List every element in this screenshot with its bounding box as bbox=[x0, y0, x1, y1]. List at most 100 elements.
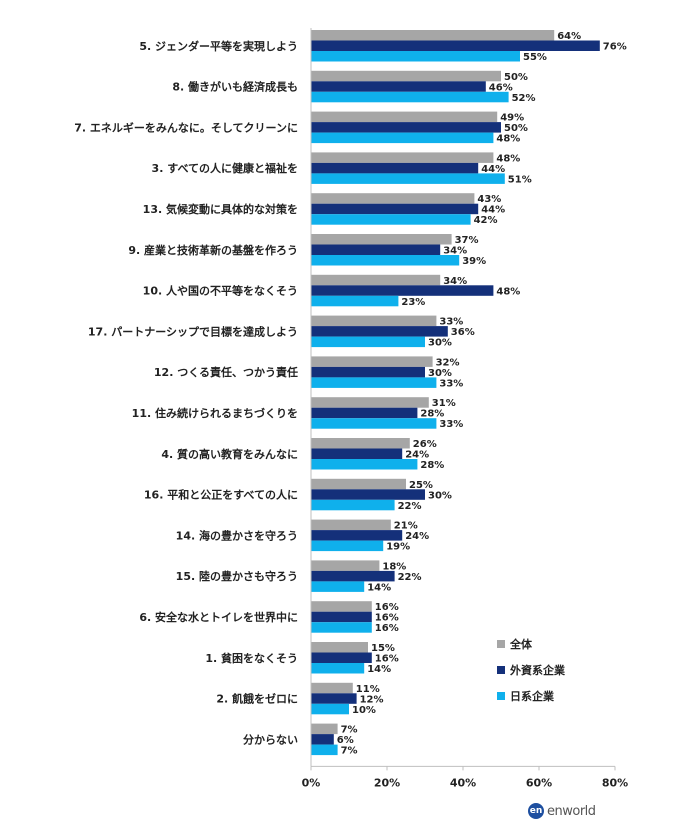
legend-label-japanese: 日系企業 bbox=[510, 690, 554, 703]
data-label: 22% bbox=[398, 501, 422, 512]
legend-item-foreign: 外資系企業 bbox=[497, 657, 565, 683]
category-label: 5. ジェンダー平等を実現しよう bbox=[139, 39, 298, 53]
category-label: 17. パートナーシップで目標を達成しよう bbox=[88, 324, 298, 338]
bar bbox=[311, 693, 357, 704]
bar bbox=[311, 744, 338, 756]
category-label: 2. 飢餓をゼロに bbox=[216, 692, 298, 706]
bar bbox=[311, 81, 486, 92]
data-label: 46% bbox=[489, 82, 513, 93]
bar bbox=[311, 570, 395, 582]
bar bbox=[311, 499, 395, 511]
legend-swatch-all bbox=[497, 640, 505, 648]
data-label: 7% bbox=[341, 746, 358, 757]
data-label: 16% bbox=[375, 623, 399, 634]
bar bbox=[311, 295, 399, 307]
category-label: 分からない bbox=[243, 732, 298, 746]
data-label: 76% bbox=[603, 42, 627, 53]
category-label: 11. 住み続けられるまちづくりを bbox=[132, 406, 298, 420]
data-label: 34% bbox=[443, 246, 467, 257]
bar bbox=[311, 448, 403, 459]
bar bbox=[311, 478, 406, 490]
bar bbox=[311, 315, 437, 327]
data-label: 43% bbox=[477, 194, 501, 205]
data-label: 33% bbox=[439, 378, 463, 389]
data-label: 51% bbox=[508, 174, 532, 185]
category-label: 14. 海の豊かさを守ろう bbox=[176, 528, 298, 542]
category-label: 9. 産業と技術革新の基盤を作ろう bbox=[128, 243, 298, 257]
data-label: 7% bbox=[341, 725, 358, 736]
bar bbox=[311, 519, 391, 531]
bar bbox=[311, 173, 505, 184]
bar bbox=[311, 234, 452, 245]
bar bbox=[311, 560, 380, 571]
data-label: 48% bbox=[496, 286, 520, 297]
data-label: 48% bbox=[496, 134, 520, 145]
bar bbox=[311, 652, 372, 663]
bar bbox=[311, 70, 501, 82]
bar bbox=[311, 193, 475, 204]
data-label: 50% bbox=[504, 72, 528, 83]
data-label: 22% bbox=[398, 572, 422, 583]
data-label: 48% bbox=[496, 153, 520, 164]
bar bbox=[311, 723, 338, 735]
data-label: 19% bbox=[386, 542, 410, 553]
category-label: 6. 安全な水とトイレを世界中に bbox=[139, 610, 298, 624]
bar bbox=[311, 703, 349, 715]
bar bbox=[311, 285, 494, 296]
data-label: 21% bbox=[394, 521, 418, 532]
bar bbox=[311, 274, 441, 286]
bar bbox=[311, 530, 403, 541]
data-label: 6% bbox=[337, 735, 354, 746]
data-label: 14% bbox=[367, 582, 391, 593]
bar bbox=[311, 122, 501, 133]
bar bbox=[311, 622, 372, 633]
data-label: 15% bbox=[371, 643, 395, 654]
data-label: 44% bbox=[481, 205, 505, 216]
bar bbox=[311, 51, 520, 62]
data-label: 30% bbox=[428, 338, 452, 349]
data-label: 16% bbox=[375, 654, 399, 665]
data-label: 39% bbox=[462, 256, 486, 267]
bar bbox=[311, 30, 555, 41]
data-label: 52% bbox=[512, 93, 536, 104]
bar bbox=[311, 407, 418, 419]
category-label: 10. 人や国の不平等をなくそう bbox=[143, 284, 298, 298]
data-label: 26% bbox=[413, 439, 437, 450]
data-label: 12% bbox=[360, 694, 384, 705]
data-label: 37% bbox=[455, 235, 479, 246]
legend: 全体 外資系企業 日系企業 bbox=[497, 631, 565, 709]
bar bbox=[311, 91, 509, 103]
data-label: 11% bbox=[356, 684, 380, 695]
data-label: 24% bbox=[405, 531, 429, 542]
bar bbox=[311, 255, 460, 266]
data-label: 10% bbox=[352, 705, 376, 716]
legend-label-all: 全体 bbox=[510, 638, 532, 651]
data-label: 50% bbox=[504, 123, 528, 134]
bar bbox=[311, 581, 365, 592]
legend-item-japanese: 日系企業 bbox=[497, 683, 565, 709]
data-label: 32% bbox=[436, 357, 460, 368]
data-label: 31% bbox=[432, 398, 456, 409]
bar bbox=[311, 611, 372, 623]
bar bbox=[311, 734, 334, 745]
x-tick-label: 60% bbox=[526, 776, 552, 789]
bar bbox=[311, 244, 441, 255]
bar bbox=[311, 642, 368, 653]
bar bbox=[311, 682, 353, 694]
data-label: 64% bbox=[557, 31, 581, 42]
bar bbox=[311, 152, 494, 163]
bar bbox=[311, 663, 365, 674]
data-label: 16% bbox=[375, 613, 399, 624]
bar bbox=[311, 489, 425, 500]
bar bbox=[311, 214, 471, 225]
legend-label-foreign: 外資系企業 bbox=[510, 664, 565, 677]
data-label: 30% bbox=[428, 490, 452, 501]
bar bbox=[311, 132, 494, 144]
bar bbox=[311, 162, 479, 174]
data-label: 23% bbox=[401, 297, 425, 308]
category-label: 4. 質の高い教育をみんなに bbox=[161, 447, 298, 461]
x-tick-label: 20% bbox=[374, 776, 400, 789]
bar bbox=[311, 438, 410, 449]
category-label: 1. 貧困をなくそう bbox=[205, 651, 298, 665]
